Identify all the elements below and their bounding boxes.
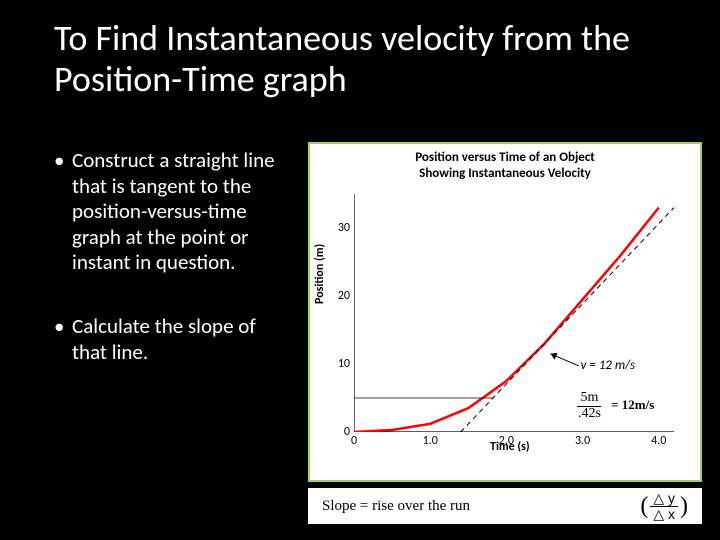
bullet-list: Construct a straight line that is tangen… <box>54 148 284 403</box>
delta-x: △ x <box>650 507 678 522</box>
fraction-numerator: 5m <box>577 391 601 407</box>
x-tick-label: 1.0 <box>423 434 438 448</box>
slide: To Find Instantaneous velocity from the … <box>0 0 720 540</box>
x-tick-label: 4.0 <box>651 434 666 448</box>
delta-fraction: ( △ y △ x ) <box>640 491 688 521</box>
page-title: To Find Instantaneous velocity from the … <box>54 18 674 101</box>
x-tick-label: 3.0 <box>575 434 590 448</box>
slope-fraction-annotation: 5m .42s = 12m/s <box>575 391 654 421</box>
plot-area: 0102030 01.02.03.04.0 v = 12 m/s 5m .42s… <box>354 194 674 432</box>
chart-panel: Position versus Time of an Object Showin… <box>308 142 702 482</box>
x-tick-label: 0 <box>351 434 357 448</box>
arrow-icon <box>551 353 579 366</box>
formula-text: Slope = rise over the run <box>322 498 470 515</box>
fraction-denominator: .42s <box>575 407 604 422</box>
fraction-result: = 12m/s <box>611 397 654 412</box>
slope-label: Slope = <box>322 498 368 514</box>
delta-y: △ y <box>650 491 678 507</box>
velocity-annotation: v = 12 m/s <box>581 358 635 373</box>
y-tick-label: 30 <box>338 221 350 235</box>
y-tick-label: 10 <box>338 357 350 371</box>
formula-bar: Slope = rise over the run ( △ y △ x ) <box>308 488 702 524</box>
chart-title: Position versus Time of an Object Showin… <box>310 150 700 183</box>
y-tick-label: 20 <box>338 289 350 303</box>
y-tick-label: 0 <box>344 425 350 439</box>
list-item: Construct a straight line that is tangen… <box>54 148 284 276</box>
x-tick-label: 2.0 <box>499 434 514 448</box>
rise-over-run-text: rise over the run <box>372 498 470 514</box>
chart-title-line2: Showing Instantaneous Velocity <box>419 166 591 181</box>
chart-title-line1: Position versus Time of an Object <box>415 150 595 165</box>
list-item: Calculate the slope of that line. <box>54 314 284 365</box>
velocity-text: v = 12 m/s <box>581 358 635 373</box>
y-axis-label: Position (m) <box>313 244 327 304</box>
